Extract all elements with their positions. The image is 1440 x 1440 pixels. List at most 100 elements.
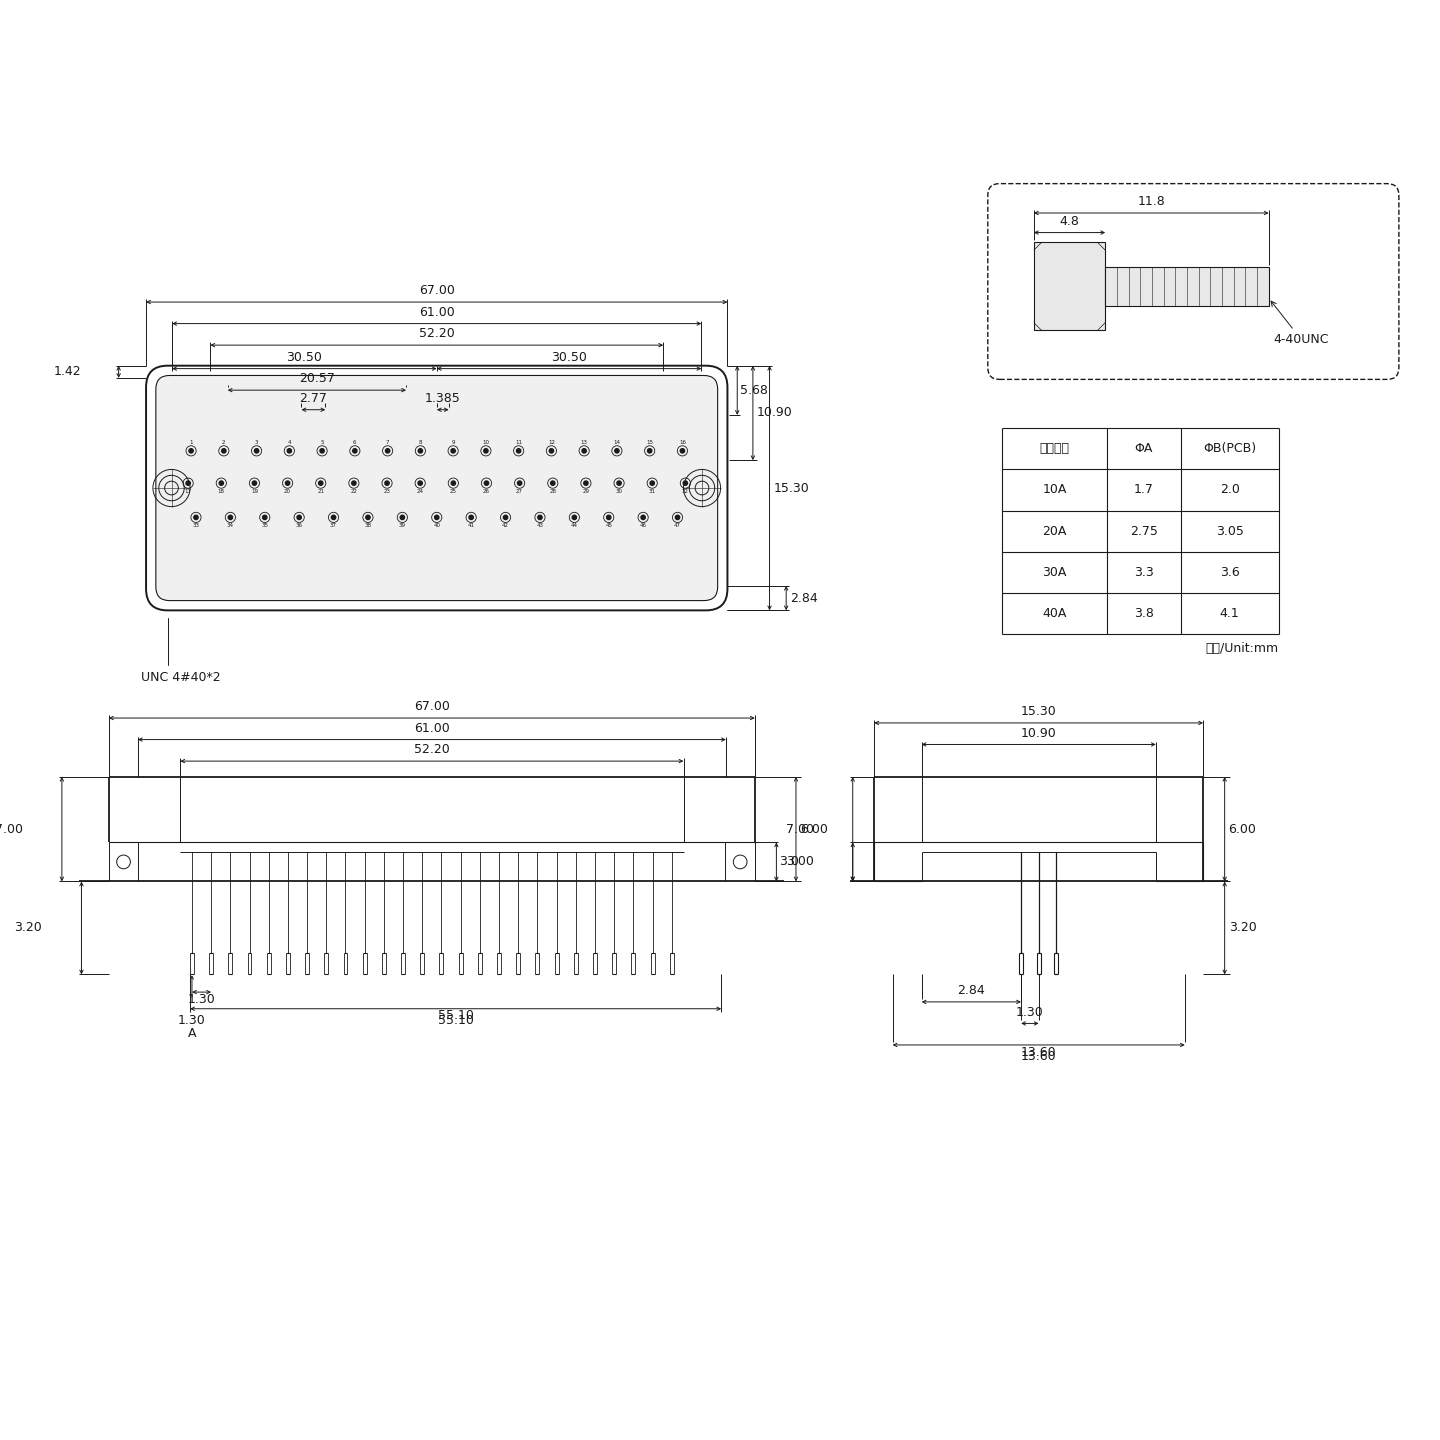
Text: 15: 15 [647, 439, 654, 445]
Circle shape [435, 516, 439, 520]
Circle shape [219, 481, 223, 485]
Text: 30: 30 [615, 490, 622, 494]
Text: 34: 34 [228, 524, 233, 528]
Text: 4: 4 [288, 439, 291, 445]
Circle shape [517, 481, 521, 485]
Text: 44: 44 [570, 524, 577, 528]
Text: 15.30: 15.30 [1021, 706, 1057, 719]
Circle shape [484, 449, 488, 454]
Text: 3.0: 3.0 [779, 855, 799, 868]
Text: 55.10: 55.10 [438, 1014, 474, 1027]
Circle shape [582, 449, 586, 454]
Circle shape [318, 481, 323, 485]
Text: 52.20: 52.20 [413, 743, 449, 756]
Text: 3.00: 3.00 [786, 855, 814, 868]
Text: 28: 28 [549, 490, 556, 494]
Text: 3.6: 3.6 [1220, 566, 1240, 579]
Text: 额定电流: 额定电流 [1040, 442, 1070, 455]
Circle shape [189, 449, 193, 454]
Text: 43: 43 [537, 524, 543, 528]
Text: UNC 4#40*2: UNC 4#40*2 [141, 618, 220, 684]
Text: ΦB(PCB): ΦB(PCB) [1202, 442, 1256, 455]
Bar [1106, 266, 1269, 305]
Text: 55.10: 55.10 [438, 1009, 474, 1022]
Text: 35: 35 [261, 524, 268, 528]
Circle shape [451, 449, 455, 454]
Text: 3.20: 3.20 [1228, 922, 1256, 935]
Text: 6.00: 6.00 [799, 822, 828, 835]
Text: 1.30: 1.30 [187, 992, 216, 1005]
Circle shape [386, 449, 390, 454]
Circle shape [418, 481, 422, 485]
Circle shape [606, 516, 611, 520]
Text: 27: 27 [516, 490, 523, 494]
Text: 6.00: 6.00 [1228, 822, 1257, 835]
Circle shape [616, 481, 621, 485]
Text: 23: 23 [383, 490, 390, 494]
Text: 26: 26 [482, 490, 490, 494]
Text: 67.00: 67.00 [413, 700, 449, 713]
Text: 8: 8 [419, 439, 422, 445]
Text: 2.75: 2.75 [1130, 524, 1158, 537]
Text: 40A: 40A [1043, 606, 1067, 619]
Circle shape [351, 481, 356, 485]
Text: 13.60: 13.60 [1021, 1050, 1057, 1063]
Circle shape [641, 516, 645, 520]
Text: 20.57: 20.57 [300, 373, 336, 386]
Text: 1.385: 1.385 [425, 392, 461, 405]
Circle shape [287, 449, 291, 454]
Circle shape [675, 516, 680, 520]
Text: 52.20: 52.20 [419, 327, 455, 340]
Text: 16: 16 [678, 439, 685, 445]
Text: 29: 29 [582, 490, 589, 494]
Circle shape [384, 481, 389, 485]
Circle shape [615, 449, 619, 454]
Text: 2.0: 2.0 [1220, 484, 1240, 497]
Bar [1034, 242, 1106, 330]
Circle shape [504, 516, 508, 520]
Text: 18: 18 [217, 490, 225, 494]
Text: 10.90: 10.90 [1021, 727, 1057, 740]
Circle shape [252, 481, 256, 485]
Text: 20: 20 [284, 490, 291, 494]
Text: 3.05: 3.05 [1215, 524, 1244, 537]
Text: 61.00: 61.00 [413, 721, 449, 734]
Text: 2.84: 2.84 [791, 592, 818, 605]
Text: 4-40UNC: 4-40UNC [1272, 301, 1329, 346]
Circle shape [222, 449, 226, 454]
Text: 40: 40 [433, 524, 441, 528]
Text: 9: 9 [451, 439, 455, 445]
Text: 13: 13 [580, 439, 588, 445]
Text: 61.00: 61.00 [419, 305, 455, 318]
Text: 15.30: 15.30 [773, 481, 809, 494]
Circle shape [194, 516, 199, 520]
Text: 10A: 10A [1043, 484, 1067, 497]
Text: 31: 31 [648, 490, 655, 494]
Circle shape [484, 481, 488, 485]
Circle shape [451, 481, 455, 485]
Circle shape [572, 516, 576, 520]
Text: 25: 25 [449, 490, 456, 494]
Text: 11: 11 [516, 439, 523, 445]
Text: 1: 1 [189, 439, 193, 445]
Text: 45: 45 [605, 524, 612, 528]
Text: 10.90: 10.90 [757, 406, 792, 419]
Text: 21: 21 [317, 490, 324, 494]
Text: 32: 32 [683, 490, 688, 494]
Text: 67.00: 67.00 [419, 284, 455, 297]
Text: 37: 37 [330, 524, 337, 528]
Circle shape [353, 449, 357, 454]
Circle shape [228, 516, 232, 520]
Text: 5: 5 [320, 439, 324, 445]
Text: 36: 36 [295, 524, 302, 528]
Text: 1.7: 1.7 [1133, 484, 1153, 497]
Text: 46: 46 [639, 524, 647, 528]
Circle shape [366, 516, 370, 520]
Text: 1.30: 1.30 [1017, 1005, 1044, 1018]
Circle shape [297, 516, 301, 520]
Circle shape [683, 481, 687, 485]
Circle shape [255, 449, 259, 454]
Text: 20A: 20A [1043, 524, 1067, 537]
Circle shape [331, 516, 336, 520]
Circle shape [320, 449, 324, 454]
